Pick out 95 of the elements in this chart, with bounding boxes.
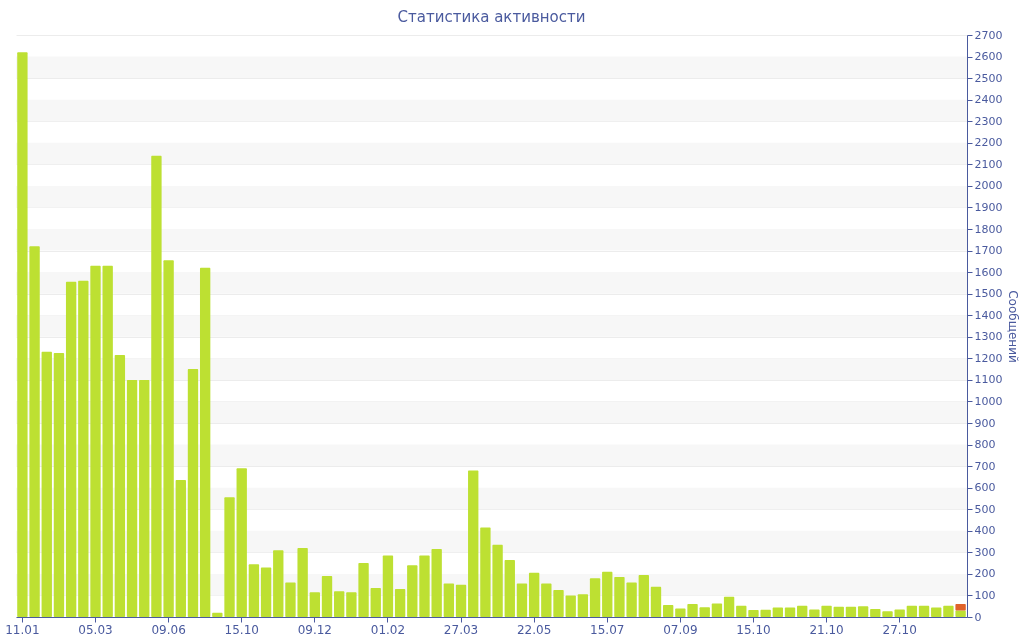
bar bbox=[894, 609, 905, 617]
bar bbox=[565, 595, 576, 617]
bar bbox=[784, 607, 796, 617]
bar bbox=[260, 567, 272, 617]
bar bbox=[65, 281, 77, 617]
x-tick-label: 11.01 bbox=[5, 622, 40, 637]
x-tick-label: 05.03 bbox=[78, 622, 113, 637]
bar bbox=[602, 571, 613, 617]
bar bbox=[504, 559, 515, 617]
bar bbox=[906, 605, 918, 617]
bar bbox=[699, 607, 710, 617]
bar bbox=[187, 369, 199, 617]
y2-tick-label: 2700 bbox=[974, 28, 1003, 42]
x-tick-label: 27.10 bbox=[882, 622, 917, 637]
bar bbox=[857, 606, 869, 617]
bar bbox=[236, 468, 247, 617]
bar bbox=[723, 596, 735, 617]
y2-tick-label: 100 bbox=[974, 588, 996, 602]
bar bbox=[78, 280, 89, 617]
bar bbox=[663, 604, 674, 617]
bar bbox=[382, 555, 394, 617]
bar bbox=[90, 265, 101, 617]
bar bbox=[41, 351, 52, 617]
bar bbox=[334, 591, 345, 617]
bar bbox=[797, 605, 808, 617]
bar bbox=[139, 379, 150, 617]
bar bbox=[931, 607, 942, 617]
bar bbox=[845, 606, 857, 617]
y2-tick-label: 1000 bbox=[974, 394, 1003, 408]
bar bbox=[407, 565, 418, 617]
bar bbox=[455, 584, 467, 617]
bar bbox=[736, 605, 747, 617]
y2-tick-label: 1700 bbox=[974, 244, 1003, 258]
x-tick-label: 01.02 bbox=[370, 622, 406, 637]
y2-tick-label: 1600 bbox=[974, 265, 1003, 279]
x-tick-label: 09.12 bbox=[297, 622, 332, 637]
bar bbox=[199, 267, 211, 617]
x-tick-label: 22.05 bbox=[516, 622, 552, 637]
y2-tick-label: 1100 bbox=[974, 373, 1003, 387]
bar bbox=[833, 606, 844, 617]
y2-tick-label: 1800 bbox=[974, 222, 1003, 236]
y2-tick-label: 1500 bbox=[974, 287, 1003, 301]
bar bbox=[53, 352, 65, 617]
x-tick-label: 21.10 bbox=[809, 622, 844, 637]
y2-tick-label: 2200 bbox=[974, 136, 1003, 150]
bar bbox=[528, 572, 540, 617]
x-tick-label: 07.09 bbox=[663, 622, 698, 637]
y2-tick-label: 900 bbox=[974, 416, 996, 430]
y2-tick-label: 1900 bbox=[974, 200, 1003, 214]
y2-tick-label: 2100 bbox=[974, 157, 1003, 171]
x-tick-label: 15.10 bbox=[736, 622, 771, 637]
y2-tick-label: 2600 bbox=[974, 50, 1003, 64]
bar bbox=[114, 355, 126, 617]
y2-tick-label: 400 bbox=[974, 524, 996, 538]
y2-tick-label: 300 bbox=[974, 545, 996, 559]
bar bbox=[126, 379, 138, 617]
y2-tick-label: 2000 bbox=[974, 179, 1003, 193]
y2-tick-label: 2500 bbox=[974, 71, 1003, 85]
bar bbox=[321, 576, 333, 617]
chart-title: Статистика активности bbox=[397, 8, 586, 26]
bar bbox=[175, 480, 186, 617]
y2-tick-label: 1400 bbox=[974, 308, 1003, 322]
bar bbox=[273, 550, 284, 617]
x-tick-label: 27.03 bbox=[443, 622, 479, 637]
bar bbox=[955, 604, 966, 611]
y2-tick-label: 2400 bbox=[974, 93, 1003, 107]
y2-tick-label: 700 bbox=[974, 459, 996, 473]
y2-tick-label: 1200 bbox=[974, 351, 1003, 365]
x-tick-label: 09.06 bbox=[151, 622, 186, 637]
y2-tick-label: 0 bbox=[974, 610, 982, 624]
bar bbox=[589, 578, 601, 617]
bar bbox=[394, 588, 406, 617]
bar bbox=[102, 265, 113, 617]
y2-tick-label: 800 bbox=[974, 438, 996, 452]
bar bbox=[650, 586, 662, 617]
bar bbox=[248, 564, 260, 617]
y2-tick-label: 500 bbox=[974, 502, 996, 516]
bar bbox=[638, 574, 649, 617]
bar bbox=[918, 605, 930, 617]
y2-tick-label: 600 bbox=[974, 481, 996, 495]
bar bbox=[711, 603, 723, 617]
x-tick-label: 15.07 bbox=[590, 622, 625, 637]
y2-axis-title: Сообщений bbox=[1006, 290, 1021, 363]
bar bbox=[309, 592, 320, 617]
bar bbox=[370, 587, 381, 617]
bar bbox=[516, 583, 528, 617]
bar bbox=[772, 607, 784, 617]
bar bbox=[870, 609, 881, 617]
y2-tick-label: 1300 bbox=[974, 330, 1003, 344]
y2-tick-label: 200 bbox=[974, 567, 996, 581]
y2-tick-label: 2300 bbox=[974, 114, 1003, 128]
bar bbox=[577, 594, 589, 617]
x-tick-label: 15.10 bbox=[224, 622, 259, 637]
bar bbox=[443, 583, 455, 617]
bar bbox=[468, 470, 479, 617]
